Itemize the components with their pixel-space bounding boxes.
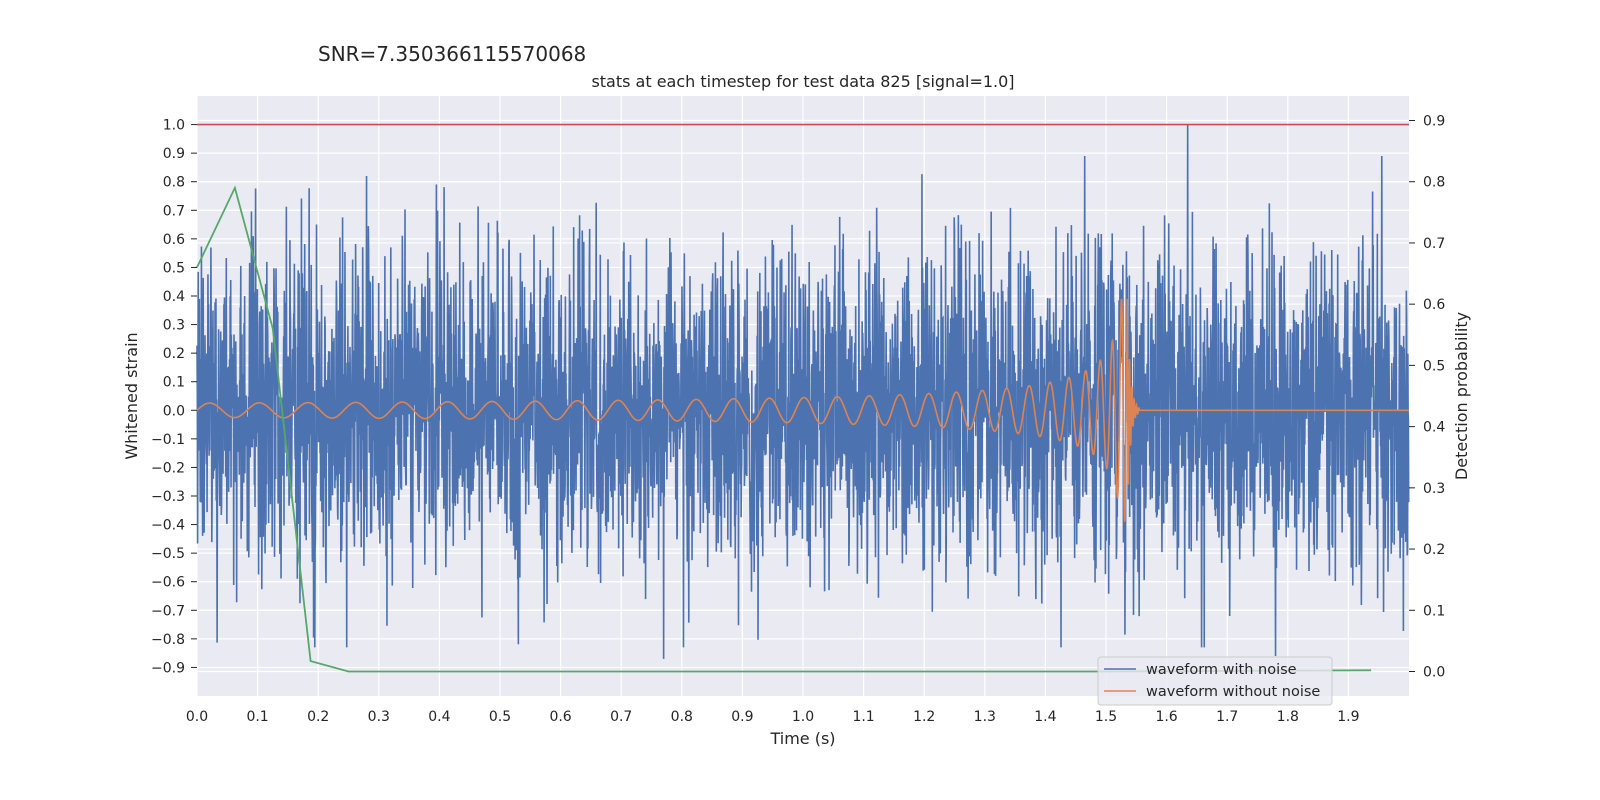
x-tick-label: 0.7 (610, 709, 632, 725)
y-axis-label: Whitened strain (122, 332, 141, 459)
series-waveform-with-noise (196, 124, 1410, 659)
y-axis-ticks: 1.0 0.9 0.8 0.7 0.6 0.5 0.4 0.3 0.2 0.1 0.0 −0.1 −0.… (151, 118, 197, 676)
y-tick-label: 1.0 (163, 118, 185, 134)
x-tick-label: 1.7 (1216, 709, 1238, 725)
x-tick-label: 1.2 (913, 709, 935, 725)
x-tick-label: 0.5 (489, 709, 511, 725)
x-tick-label: 1.4 (1034, 709, 1056, 725)
x-tick-label: 1.1 (852, 709, 874, 725)
y-tick-label: 0.9 (163, 146, 185, 162)
legend-box (1097, 656, 1333, 706)
y-tick-label: 0.6 (163, 232, 185, 248)
y-tick-label: −0.7 (151, 603, 185, 619)
y-tick-label: 0.3 (163, 318, 185, 334)
y2-tick-label: 0.1 (1423, 603, 1445, 619)
y2-tick-label: 0.4 (1423, 420, 1445, 436)
y2-axis-ticks: 0.9 0.8 0.7 0.6 0.5 0.4 0.3 0.2 0.1 0.0 (1409, 113, 1445, 681)
x-tick-label: 0.8 (671, 709, 693, 725)
y-tick-label: 0.5 (163, 260, 185, 276)
y-tick-label: −0.9 (151, 660, 185, 676)
y2-tick-label: 0.9 (1423, 113, 1445, 129)
y-tick-label: −0.2 (151, 460, 185, 476)
x-tick-label: 1.8 (1277, 709, 1299, 725)
y2-axis-label: Detection probability (1452, 312, 1471, 480)
series-waveform-without-noise (196, 298, 1409, 522)
x-tick-label: 1.5 (1095, 709, 1117, 725)
y-tick-label: −0.6 (151, 575, 185, 591)
x-tick-label: 1.6 (1155, 709, 1177, 725)
x-tick-label: 1.9 (1337, 709, 1359, 725)
x-tick-label: 0.0 (186, 709, 208, 725)
x-tick-label: 0.2 (307, 709, 329, 725)
y2-tick-label: 0.0 (1423, 665, 1445, 681)
y-tick-label: 0.0 (163, 403, 185, 419)
y2-tick-label: 0.7 (1423, 236, 1445, 252)
x-axis-label: Time (s) (769, 729, 835, 748)
y2-tick-label: 0.3 (1423, 481, 1445, 497)
plot-series (196, 123, 1410, 673)
y-tick-label: 0.7 (163, 203, 185, 219)
y-tick-label: 0.2 (163, 346, 185, 362)
y-tick-label: −0.3 (151, 489, 185, 505)
y-tick-label: −0.4 (151, 518, 185, 534)
chart-title: stats at each timestep for test data 825… (591, 72, 1014, 91)
snr-suptitle: SNR=7.350366115570068 (318, 42, 586, 66)
legend-label-clean: waveform without noise (1146, 684, 1320, 700)
y2-tick-label: 0.6 (1423, 297, 1445, 313)
x-axis-ticks: 0.0 0.1 0.2 0.3 0.4 0.5 0.6 0.7 0.8 0.9 1.0 1.1 1.2 1… (186, 709, 1360, 725)
legend-label-noise: waveform with noise (1146, 662, 1297, 678)
y2-tick-label: 0.5 (1423, 358, 1445, 374)
x-tick-label: 1.0 (792, 709, 814, 725)
y-tick-label: −0.1 (151, 432, 185, 448)
y-tick-label: −0.8 (151, 632, 185, 648)
x-tick-label: 0.6 (549, 709, 571, 725)
x-tick-label: 0.3 (368, 709, 390, 725)
x-tick-label: 0.1 (246, 709, 268, 725)
y-tick-label: −0.5 (151, 546, 185, 562)
x-tick-label: 1.3 (974, 709, 996, 725)
x-tick-label: 0.4 (428, 709, 450, 725)
legend: waveform with noise waveform without noi… (1097, 656, 1333, 706)
y2-tick-label: 0.2 (1423, 542, 1445, 558)
series-detection-probability (196, 185, 1372, 673)
y-tick-label: 0.8 (163, 175, 185, 191)
y2-tick-label: 0.8 (1423, 175, 1445, 191)
x-tick-label: 0.9 (731, 709, 753, 725)
y-tick-label: 0.4 (163, 289, 185, 305)
y-tick-label: 0.1 (163, 375, 185, 391)
